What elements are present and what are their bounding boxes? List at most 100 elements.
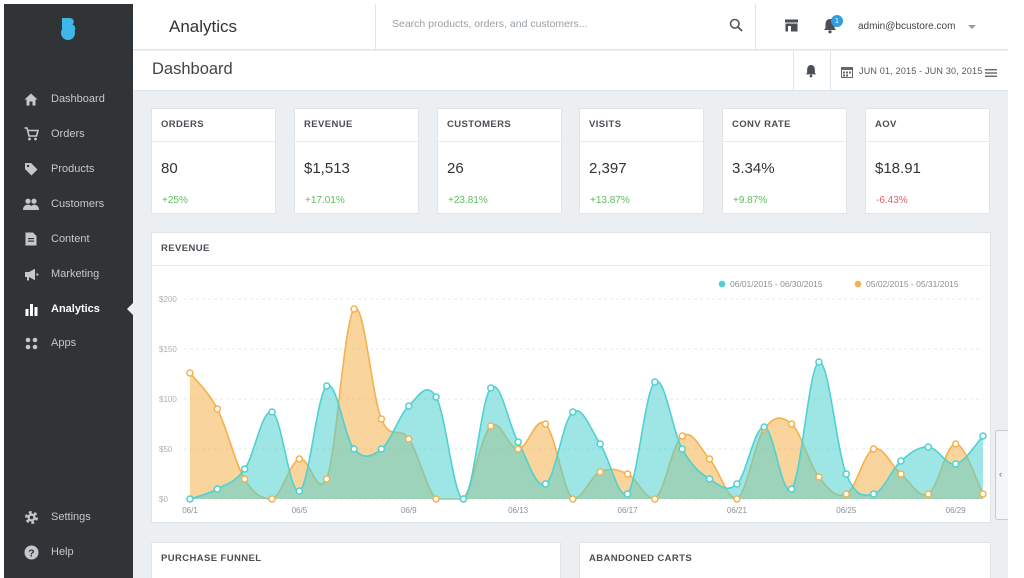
data-point: [240, 465, 249, 473]
x-tick-label: 06/21: [727, 506, 748, 515]
data-point: [487, 384, 495, 392]
data-point: [459, 495, 468, 503]
data-point: [240, 475, 249, 483]
date-range-picker[interactable]: JUN 01, 2015 - JUN 30, 2015: [859, 66, 983, 76]
legend-swatch: [718, 280, 726, 288]
data-point: [787, 485, 796, 493]
sidebar-item-help[interactable]: ? Help: [4, 535, 133, 569]
panel-title: PURCHASE FUNNEL: [161, 553, 262, 564]
sidebar-item-label: Analytics: [51, 303, 100, 315]
sidebar-item-products[interactable]: Products: [4, 152, 133, 186]
stat-card-aov[interactable]: AOV $18.91 -6.43%: [865, 108, 990, 214]
data-point: [405, 402, 413, 410]
top-bar: Analytics 1 admin@bcustore.com: [133, 4, 1008, 50]
data-point: [541, 480, 550, 488]
sidebar-item-settings[interactable]: Settings: [4, 500, 133, 534]
stat-delta: +13.87%: [590, 195, 630, 206]
divider: [723, 141, 846, 142]
logo-icon[interactable]: [58, 17, 80, 41]
sidebar-item-marketing[interactable]: Marketing: [4, 257, 133, 291]
data-point: [979, 490, 987, 498]
search-icon[interactable]: [729, 18, 743, 37]
stat-card-conv-rate[interactable]: CONV RATE 3.34% +9.87%: [722, 108, 847, 214]
sidebar-item-orders[interactable]: Orders: [4, 117, 133, 151]
stat-value: 2,397: [589, 160, 627, 177]
app-title: Analytics: [169, 17, 238, 36]
stat-value: 26: [447, 160, 464, 177]
sidebar-item-apps[interactable]: Apps: [4, 326, 133, 360]
data-point: [432, 393, 440, 401]
data-point: [897, 457, 905, 465]
page-header: Dashboard JUN 01, 2015 - JUN 30, 2015: [133, 51, 1008, 91]
side-panel-toggle[interactable]: ‹: [995, 430, 1008, 520]
abandoned-carts-panel: ABANDONED CARTS: [579, 542, 991, 578]
divider: [793, 51, 794, 91]
data-point: [377, 415, 386, 423]
stat-card-visits[interactable]: VISITS 2,397 +13.87%: [579, 108, 704, 214]
data-point: [322, 382, 331, 390]
stat-delta: +9.87%: [733, 195, 768, 206]
x-tick-label: 06/5: [292, 506, 308, 515]
stat-card-customers[interactable]: CUSTOMERS 26 +23.81%: [437, 108, 562, 214]
data-point: [432, 495, 440, 503]
menu-icon[interactable]: [985, 65, 997, 83]
x-tick-label: 06/13: [508, 506, 529, 515]
data-point: [514, 438, 522, 446]
user-menu[interactable]: admin@bcustore.com: [858, 21, 956, 32]
sidebar-item-dashboard[interactable]: Dashboard: [4, 82, 133, 116]
search-input[interactable]: [392, 18, 712, 30]
home-icon: [23, 91, 39, 107]
purchase-funnel-panel: PURCHASE FUNNEL: [151, 542, 561, 578]
legend-label: 06/01/2015 - 06/30/2015: [730, 279, 823, 289]
svg-text:?: ?: [28, 547, 34, 559]
stat-delta: -6.43%: [876, 195, 908, 206]
data-point: [186, 369, 194, 377]
megaphone-icon: [23, 266, 39, 282]
data-point: [951, 440, 960, 448]
search-box[interactable]: [375, 4, 756, 50]
stat-title: CONV RATE: [732, 119, 791, 130]
data-point: [350, 305, 358, 313]
sidebar-item-label: Settings: [51, 511, 91, 523]
legend-label: 05/02/2015 - 05/31/2015: [866, 279, 959, 289]
stat-card-orders[interactable]: ORDERS 80 +25%: [151, 108, 276, 214]
data-point: [651, 378, 659, 386]
app-window: Dashboard Orders Products Customers Content M…: [4, 4, 1008, 578]
legend-swatch: [854, 280, 862, 288]
divider: [295, 141, 418, 142]
help-icon: ?: [23, 544, 39, 560]
calendar-icon[interactable]: [841, 65, 853, 83]
data-point: [733, 495, 741, 503]
data-point: [815, 473, 823, 481]
alert-bell-icon[interactable]: [805, 64, 817, 83]
chevron-left-icon: ‹: [999, 469, 1002, 479]
sidebar-item-label: Orders: [51, 128, 85, 140]
store-icon[interactable]: [784, 19, 799, 37]
data-point: [897, 470, 905, 478]
sidebar-item-customers[interactable]: Customers: [4, 187, 133, 221]
data-point: [596, 440, 604, 448]
y-tick-label: $200: [159, 295, 177, 304]
data-point: [869, 490, 878, 498]
stat-title: VISITS: [589, 119, 622, 130]
stat-card-revenue[interactable]: REVENUE $1,513 +17.01%: [294, 108, 419, 214]
chevron-down-icon[interactable]: [968, 25, 976, 29]
data-point: [979, 432, 987, 440]
data-point: [569, 408, 577, 416]
data-point: [733, 480, 741, 488]
stat-title: CUSTOMERS: [447, 119, 512, 130]
sidebar-item-label: Dashboard: [51, 93, 105, 105]
stat-title: ORDERS: [161, 119, 205, 130]
sidebar-item-analytics[interactable]: Analytics: [4, 292, 133, 326]
sidebar-item-label: Help: [51, 546, 74, 558]
stat-value: 80: [161, 160, 178, 177]
divider: [152, 265, 990, 266]
divider: [866, 141, 989, 142]
data-point: [350, 445, 358, 453]
data-point: [295, 487, 304, 495]
sidebar-item-content[interactable]: Content: [4, 222, 133, 256]
data-point: [295, 455, 304, 463]
series-line: [189, 361, 984, 500]
sidebar-item-label: Products: [51, 163, 95, 175]
sidebar-item-label: Apps: [51, 337, 77, 349]
